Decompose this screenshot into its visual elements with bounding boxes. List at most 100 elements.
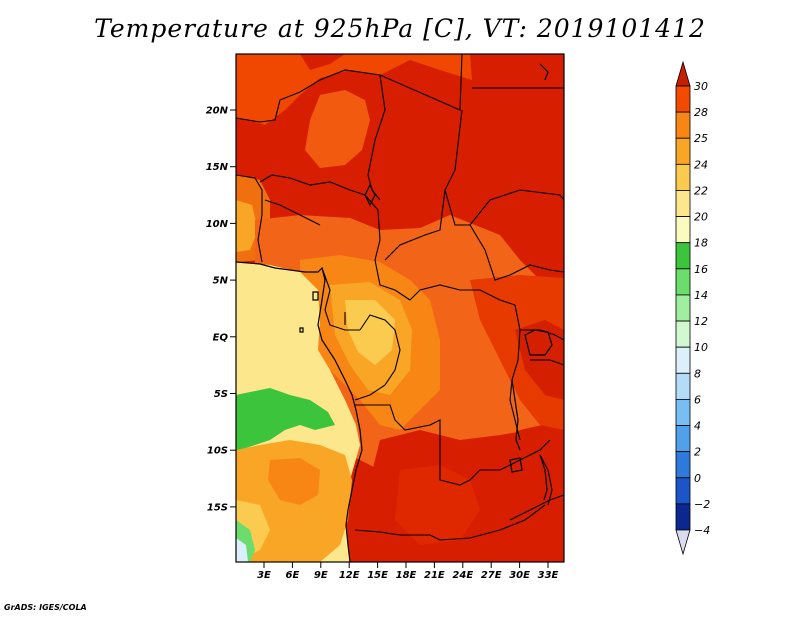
colorbar-label: 28 — [694, 106, 708, 119]
colorbar-segment — [675, 320, 691, 348]
colorbar-segment — [675, 190, 691, 217]
border-zimbabwe — [509, 494, 564, 521]
colorbar-segment — [675, 399, 691, 426]
border-niger — [259, 174, 379, 211]
colorbar-label: 0 — [694, 472, 701, 485]
lake-mweru — [509, 457, 523, 473]
lat-label: 15S — [207, 502, 228, 513]
lat-label: 10S — [207, 446, 228, 457]
colorbar-label: 6 — [694, 393, 701, 406]
lon-label: 15E — [367, 570, 388, 581]
border-zambia — [469, 439, 551, 481]
colorbar-segment — [675, 111, 691, 139]
border-namibia — [354, 529, 430, 536]
colorbar-segment — [675, 163, 691, 191]
colorbar-label: 2 — [694, 446, 701, 459]
colorbar-segment — [675, 294, 691, 322]
colorbar-label: −4 — [694, 524, 710, 537]
lake-chad — [364, 183, 376, 207]
lat-label: 5N — [213, 276, 229, 287]
colorbar-label: 25 — [694, 132, 708, 145]
lat-label: 15N — [206, 162, 229, 173]
field-green-patch — [236, 388, 335, 450]
lake-tanganyika — [511, 379, 521, 451]
border-south-sudan — [469, 224, 564, 281]
border-north-1 — [236, 69, 386, 201]
border-angola-drc — [355, 404, 471, 486]
border-malawi — [539, 454, 553, 506]
colorbar-segment — [675, 372, 691, 400]
colorbar-label: 12 — [694, 315, 708, 328]
temperature-field — [236, 54, 564, 562]
lon-label: 6E — [286, 570, 300, 581]
border-car-south — [409, 284, 516, 306]
field-north-orange — [236, 54, 472, 125]
plot-title: Temperature at 925hPa [C], VT: 201910141… — [94, 14, 706, 43]
colorbar-label: 30 — [694, 80, 708, 93]
longitude-axis: 3E 6E 9E 12E 15E 18E 21E 24E 27E 30E 33E — [257, 562, 559, 581]
border-cameroon — [374, 209, 411, 301]
border-gabon — [321, 267, 360, 331]
colorbar-segment — [675, 503, 691, 531]
colorbar-over-arrow — [675, 60, 691, 87]
border-nigeria-north — [264, 199, 321, 226]
lat-label: EQ — [213, 332, 229, 343]
colorbar-under-arrow — [675, 529, 691, 556]
lat-label: 5S — [214, 389, 228, 400]
lon-label: 30E — [509, 570, 530, 581]
colorbar-segment — [675, 451, 691, 479]
lon-label: 9E — [314, 570, 328, 581]
colorbar-label: 20 — [694, 211, 708, 224]
field-north-orange-2 — [305, 90, 370, 168]
island-sao-tome — [299, 327, 304, 333]
coast-west-africa — [236, 261, 363, 562]
lon-label: 27E — [481, 570, 502, 581]
border-west — [236, 174, 263, 263]
colorbar-segment — [675, 477, 691, 505]
colorbar-label: 18 — [694, 237, 708, 250]
colorbar-label: 8 — [694, 367, 701, 380]
colorbar-segment — [675, 137, 691, 165]
colorbar-label: 4 — [694, 420, 701, 433]
map-frame — [235, 53, 565, 563]
coast-nile-delta — [539, 63, 549, 81]
lon-label: 33E — [538, 570, 559, 581]
country-borders — [236, 54, 564, 541]
border-libya — [379, 54, 463, 111]
colorbar-label: 10 — [694, 341, 708, 354]
lon-label: 3E — [257, 570, 271, 581]
field-congo-yellow — [345, 300, 395, 365]
lon-label: 24E — [452, 570, 473, 581]
lat-label: 20N — [206, 106, 229, 117]
border-drc-coast — [354, 384, 386, 401]
lon-label: 21E — [424, 570, 445, 581]
grads-credit: GrADS: IGES/COLA — [4, 603, 87, 612]
colorbar-segment — [675, 346, 691, 374]
colorbar-segment — [675, 242, 691, 270]
field-east-red — [470, 275, 564, 430]
lon-label: 12E — [339, 570, 360, 581]
lat-label: 10N — [206, 219, 229, 230]
lake-victoria — [524, 329, 553, 356]
island-bioko — [312, 291, 319, 301]
colorbar-label: −2 — [694, 498, 710, 511]
colorbar-segment — [675, 216, 691, 244]
field-angola-orange — [268, 458, 320, 505]
border-car-north — [384, 189, 446, 261]
field-west-yellow — [236, 200, 258, 252]
colorbar-label: 14 — [694, 289, 708, 302]
colorbar-label: 16 — [694, 263, 708, 276]
colorbar-segment — [675, 268, 691, 296]
lon-label: 18E — [396, 570, 417, 581]
coastlines — [236, 63, 553, 562]
border-congo — [359, 314, 401, 386]
colorbar-label: 24 — [694, 158, 708, 171]
lake-malawi — [539, 454, 548, 501]
colorbar-label: 22 — [694, 184, 708, 197]
colorbar-segment — [675, 85, 691, 113]
latitude-axis: 20N 15N 10N 5N EQ 5S 10S 15S — [206, 106, 236, 513]
border-rwanda — [530, 359, 564, 366]
